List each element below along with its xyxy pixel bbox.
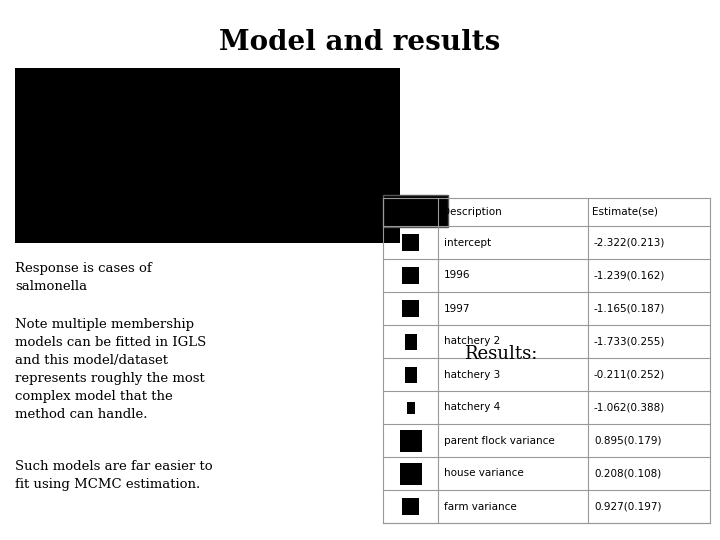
Text: -1.062(0.388): -1.062(0.388)	[594, 402, 665, 413]
Text: Response is cases of
salmonella: Response is cases of salmonella	[15, 262, 152, 293]
Text: -1.239(0.162): -1.239(0.162)	[594, 271, 665, 280]
Text: intercept: intercept	[444, 238, 491, 247]
Text: hatchery 4: hatchery 4	[444, 402, 500, 413]
Text: 1997: 1997	[444, 303, 470, 314]
Text: 0.927(0.197): 0.927(0.197)	[594, 502, 662, 511]
Text: 1996: 1996	[444, 271, 470, 280]
Text: parent flock variance: parent flock variance	[444, 435, 554, 445]
Text: Note multiple membership
models can be fitted in IGLS
and this model/dataset
rep: Note multiple membership models can be f…	[15, 318, 206, 421]
Bar	[405, 334, 416, 349]
Text: Description: Description	[442, 207, 502, 217]
Bar	[407, 402, 415, 414]
Bar	[402, 498, 419, 515]
Text: Results:: Results:	[464, 345, 538, 363]
Text: Estimate(se): Estimate(se)	[592, 207, 658, 217]
Text: -1.165(0.187): -1.165(0.187)	[594, 303, 665, 314]
Text: house variance: house variance	[444, 469, 523, 478]
Bar	[402, 267, 419, 284]
Text: -2.322(0.213): -2.322(0.213)	[594, 238, 665, 247]
Text: -1.733(0.255): -1.733(0.255)	[594, 336, 665, 347]
Bar	[402, 234, 419, 251]
Text: -0.211(0.252): -0.211(0.252)	[594, 369, 665, 380]
Text: farm variance: farm variance	[444, 502, 517, 511]
Text: Model and results: Model and results	[220, 29, 500, 56]
Text: 0.208(0.108): 0.208(0.108)	[594, 469, 661, 478]
Text: hatchery 2: hatchery 2	[444, 336, 500, 347]
Bar	[15, 68, 400, 243]
Bar	[383, 195, 448, 227]
Text: Such models are far easier to
fit using MCMC estimation.: Such models are far easier to fit using …	[15, 460, 212, 491]
Bar	[400, 462, 421, 484]
Text: 0.895(0.179): 0.895(0.179)	[594, 435, 662, 445]
Bar	[402, 300, 419, 317]
Text: hatchery 3: hatchery 3	[444, 369, 500, 380]
Bar	[405, 367, 416, 382]
Bar	[400, 429, 421, 451]
